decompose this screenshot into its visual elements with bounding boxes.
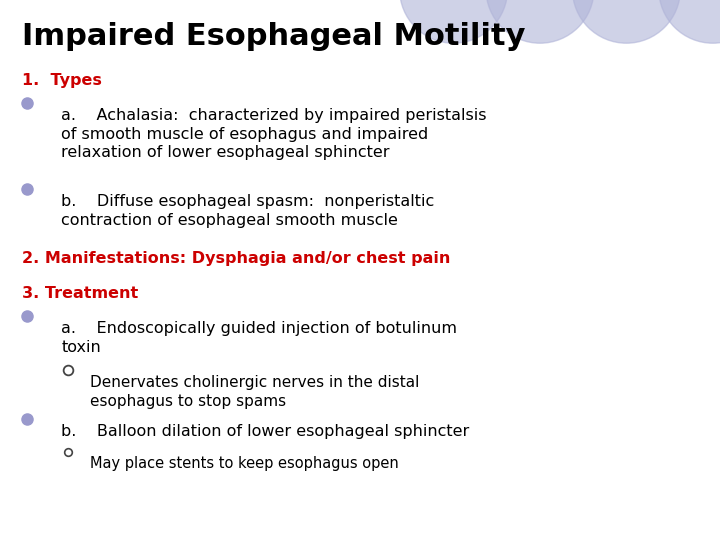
Ellipse shape [486, 0, 594, 43]
Text: a.    Endoscopically guided injection of botulinum
toxin: a. Endoscopically guided injection of bo… [61, 321, 457, 355]
Ellipse shape [400, 0, 508, 43]
Text: b.    Balloon dilation of lower esophageal sphincter: b. Balloon dilation of lower esophageal … [61, 424, 469, 439]
Text: a.    Achalasia:  characterized by impaired peristalsis
of smooth muscle of esop: a. Achalasia: characterized by impaired … [61, 108, 487, 160]
Ellipse shape [659, 0, 720, 43]
Text: May place stents to keep esophagus open: May place stents to keep esophagus open [90, 456, 399, 471]
Text: Impaired Esophageal Motility: Impaired Esophageal Motility [22, 22, 525, 51]
Text: b.    Diffuse esophageal spasm:  nonperistaltic
contraction of esophageal smooth: b. Diffuse esophageal spasm: nonperistal… [61, 194, 434, 228]
Text: 3. Treatment: 3. Treatment [22, 286, 138, 301]
Ellipse shape [572, 0, 680, 43]
Text: 1.  Types: 1. Types [22, 73, 102, 88]
Text: Denervates cholinergic nerves in the distal
esophagus to stop spams: Denervates cholinergic nerves in the dis… [90, 375, 419, 409]
Text: 2. Manifestations: Dysphagia and/or chest pain: 2. Manifestations: Dysphagia and/or ches… [22, 251, 450, 266]
